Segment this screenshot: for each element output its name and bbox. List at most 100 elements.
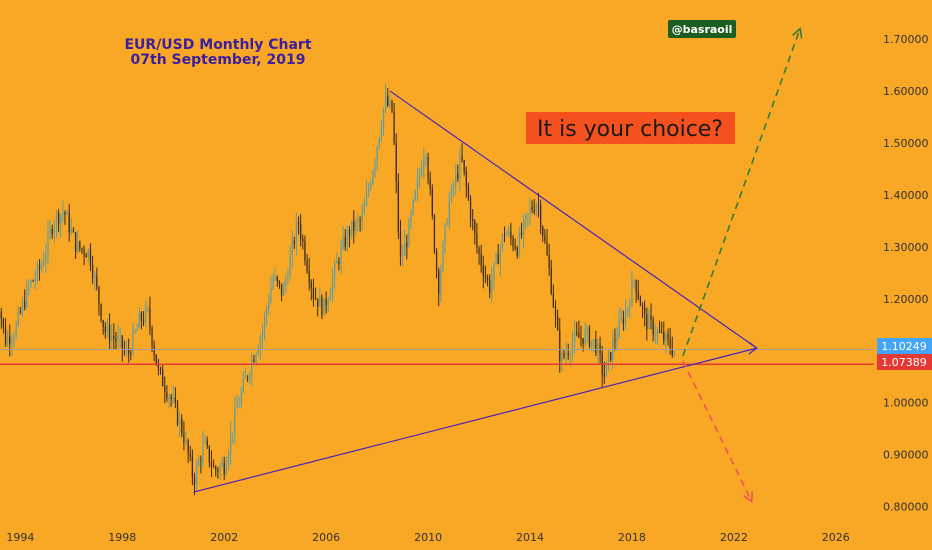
trendline-lower [193,347,757,493]
candle-body [157,365,160,368]
candle [200,455,202,474]
candle [476,223,478,254]
candle [472,208,474,231]
candle-body [552,293,555,307]
candle [306,253,308,274]
candle-body [646,313,648,329]
y-tick-label: 1.30000 [883,241,929,254]
candle-body [183,433,185,443]
candle [334,259,336,290]
candle-body [372,171,374,184]
candle-body [455,173,457,187]
candle-body [590,340,593,347]
candle [508,225,510,238]
candle [544,229,546,244]
candle [172,385,174,404]
candle [503,226,506,243]
candle-body [393,111,395,143]
candle-body [338,261,340,264]
candle [631,270,633,307]
candle [365,179,368,207]
candle-body [242,378,244,392]
candle-body [291,240,293,256]
candle-body [340,247,342,264]
candle [321,294,323,320]
candle [26,279,28,311]
candle [520,222,523,239]
candle [9,324,11,357]
candle [310,279,312,301]
candle [111,324,113,350]
candle-body [32,280,34,282]
candle-body [229,433,232,454]
candle-body [64,212,66,215]
candle [482,255,484,289]
candle-body [334,263,336,278]
candle [355,218,357,236]
candle-body [234,408,236,433]
candle [51,224,53,239]
candle [108,313,111,350]
candle-body [266,308,268,316]
candle-body [62,212,64,215]
candle [616,326,618,351]
candle-body [327,300,329,306]
candle-body [569,353,571,356]
candle [493,262,495,291]
candle-body [408,220,410,247]
candle-body [23,301,26,308]
candle [210,450,213,478]
candle [94,271,96,291]
candle [665,331,667,354]
x-tick-label: 2018 [618,531,646,544]
candle-body [652,319,654,335]
chart-subtitle: 07th September, 2019 [131,52,306,68]
candle [495,252,497,265]
candle [68,203,70,242]
candle-body [348,230,351,236]
candle [467,182,470,201]
candle [584,322,586,347]
candle [293,236,295,249]
candle-body [565,353,567,357]
candle [280,283,283,302]
candle-body [329,293,332,301]
candle-body [310,282,312,289]
trendline-upper [389,90,758,349]
candle-body [151,327,153,346]
current-price-badge [877,338,932,354]
arrowhead-up [792,27,803,39]
candle [586,324,588,343]
candle [229,420,232,465]
candle-body [491,279,493,293]
candle [113,323,115,350]
candle [274,267,276,282]
candle-body [571,342,574,354]
candle [270,276,272,304]
candle [459,147,461,191]
candle [374,158,376,178]
candle [36,260,39,284]
candle-body [346,230,349,247]
candle [618,307,620,339]
candle-body [79,241,81,249]
candle-body [94,275,96,279]
candle-body [452,186,455,188]
candle [669,327,671,355]
candle [442,240,444,273]
candle-body [442,243,444,271]
candle [130,348,132,361]
candle [427,152,429,185]
candle [53,220,55,244]
candle-body [15,324,17,337]
candle [461,143,463,163]
candle-body [19,311,22,313]
candle [91,255,94,285]
candle [234,397,236,443]
y-tick-label: 1.60000 [883,85,929,98]
candle [605,360,608,377]
candle-body [128,350,130,354]
candle-body [644,307,646,314]
candle-body [425,156,427,159]
candle [166,385,168,402]
